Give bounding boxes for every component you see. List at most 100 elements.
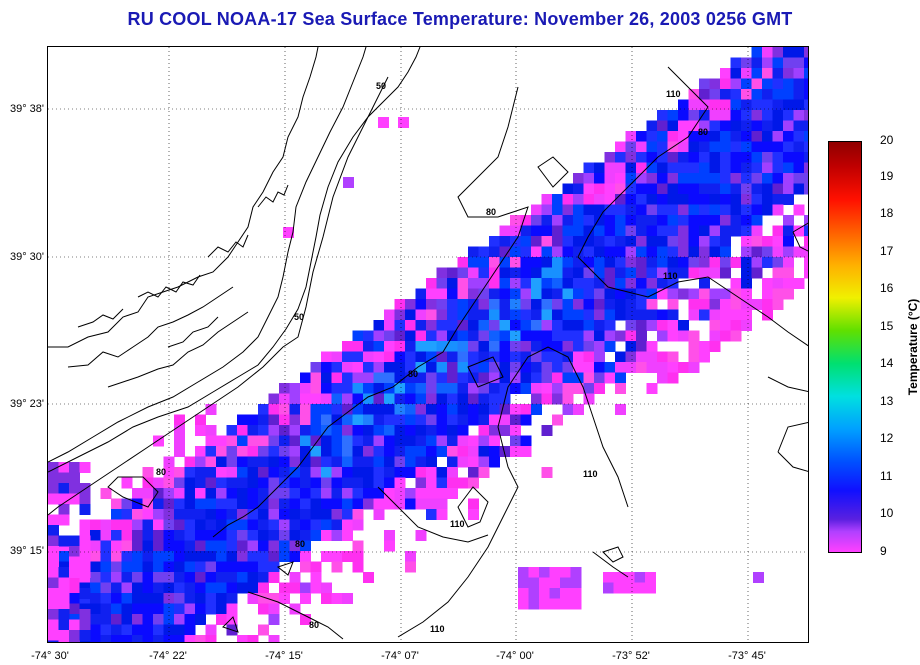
sst-pixel bbox=[352, 477, 364, 489]
sst-pixel bbox=[625, 215, 637, 226]
sst-pixel bbox=[709, 120, 721, 132]
sst-pixel bbox=[783, 99, 794, 111]
sst-pixel bbox=[342, 425, 353, 436]
sst-pixel bbox=[541, 204, 553, 216]
sst-pixel bbox=[646, 362, 658, 373]
sst-pixel bbox=[741, 68, 752, 79]
sst-pixel bbox=[174, 509, 185, 520]
sst-pixel bbox=[699, 236, 710, 247]
sst-pixel bbox=[268, 467, 280, 478]
sst-pixel bbox=[258, 467, 269, 478]
sst-pixel bbox=[699, 183, 710, 195]
sst-pixel bbox=[153, 614, 164, 625]
sst-pixel bbox=[636, 278, 647, 289]
sst-pixel bbox=[720, 183, 731, 195]
sst-pixel bbox=[793, 57, 805, 69]
sst-pixel bbox=[615, 404, 626, 415]
sst-pixel bbox=[560, 567, 571, 578]
sst-pixel bbox=[583, 351, 595, 363]
sst-pixel bbox=[195, 414, 206, 426]
sst-pixel bbox=[562, 309, 574, 321]
sst-pixel bbox=[352, 404, 364, 415]
sst-pixel bbox=[804, 47, 808, 58]
sst-pixel bbox=[268, 593, 280, 604]
sst-pixel bbox=[142, 551, 154, 562]
sst-pixel bbox=[562, 288, 574, 300]
sst-pixel bbox=[730, 141, 742, 153]
sst-pixel bbox=[289, 509, 301, 520]
sst-pixel bbox=[363, 477, 374, 489]
sst-pixel bbox=[531, 330, 542, 342]
sst-pixel bbox=[384, 488, 395, 499]
sst-pixel bbox=[447, 446, 458, 457]
sst-pixel bbox=[562, 236, 574, 247]
sst-pixel bbox=[489, 330, 500, 342]
sst-pixel bbox=[751, 78, 763, 90]
sst-pixel bbox=[688, 110, 700, 121]
sst-pixel bbox=[678, 362, 689, 373]
sst-pixel bbox=[510, 225, 521, 237]
sst-pixel bbox=[499, 372, 511, 384]
sst-pixel bbox=[636, 267, 647, 279]
sst-pixel bbox=[184, 614, 196, 625]
sst-pixel bbox=[321, 530, 332, 541]
sst-pixel bbox=[699, 299, 710, 310]
sst-pixel bbox=[321, 435, 332, 447]
sst-pixel bbox=[772, 99, 784, 111]
sst-pixel bbox=[604, 215, 616, 226]
sst-pixel bbox=[373, 414, 385, 426]
sst-pixel bbox=[90, 540, 101, 552]
sst-pixel bbox=[552, 299, 563, 310]
sst-pixel bbox=[636, 131, 647, 142]
sst-pixel bbox=[645, 582, 656, 594]
sst-pixel bbox=[720, 131, 731, 142]
sst-pixel bbox=[331, 383, 343, 394]
sst-pixel bbox=[352, 467, 364, 478]
sst-pixel bbox=[762, 194, 773, 205]
sst-pixel bbox=[570, 567, 582, 578]
sst-pixel bbox=[562, 393, 574, 405]
sst-pixel bbox=[279, 593, 290, 604]
colorbar-tick: 11 bbox=[880, 469, 893, 483]
sst-pixel bbox=[552, 288, 563, 300]
sst-pixel bbox=[583, 341, 595, 352]
sst-pixel bbox=[195, 519, 206, 531]
sst-pixel bbox=[237, 446, 248, 457]
sst-pixel bbox=[300, 435, 311, 447]
sst-pixel bbox=[772, 183, 784, 195]
sst-pixel bbox=[751, 120, 763, 132]
sst-pixel bbox=[384, 467, 395, 478]
sst-pixel bbox=[783, 141, 794, 153]
sst-pixel bbox=[804, 152, 808, 163]
sst-pixel bbox=[573, 330, 584, 342]
sst-pixel bbox=[751, 152, 763, 163]
sst-pixel bbox=[667, 372, 679, 384]
sst-pixel bbox=[646, 120, 658, 132]
sst-pixel bbox=[405, 425, 416, 436]
sst-pixel bbox=[720, 236, 731, 247]
sst-pixel bbox=[699, 246, 710, 258]
sst-pixel bbox=[331, 561, 343, 573]
sst-pixel bbox=[226, 530, 238, 541]
sst-pixel bbox=[300, 540, 311, 552]
colorbar-tick: 9 bbox=[880, 544, 887, 558]
colorbar-tick: 19 bbox=[880, 169, 894, 183]
sst-pixel bbox=[772, 278, 784, 289]
sst-pixel bbox=[699, 78, 710, 90]
sst-pixel bbox=[184, 540, 196, 552]
sst-pixel bbox=[457, 320, 469, 331]
sst-pixel bbox=[552, 351, 563, 363]
sst-pixel bbox=[237, 551, 248, 562]
sst-pixel bbox=[594, 278, 605, 289]
sst-pixel bbox=[541, 309, 553, 321]
sst-pixel bbox=[678, 204, 689, 216]
sst-pixel bbox=[405, 561, 416, 573]
sst-pixel bbox=[58, 514, 70, 526]
sst-pixel bbox=[510, 330, 521, 342]
sst-pixel bbox=[195, 530, 206, 541]
sst-pixel bbox=[615, 267, 626, 279]
sst-pixel bbox=[478, 383, 490, 394]
sst-pixel bbox=[625, 320, 637, 331]
sst-pixel bbox=[394, 498, 406, 510]
sst-pixel bbox=[678, 215, 689, 226]
